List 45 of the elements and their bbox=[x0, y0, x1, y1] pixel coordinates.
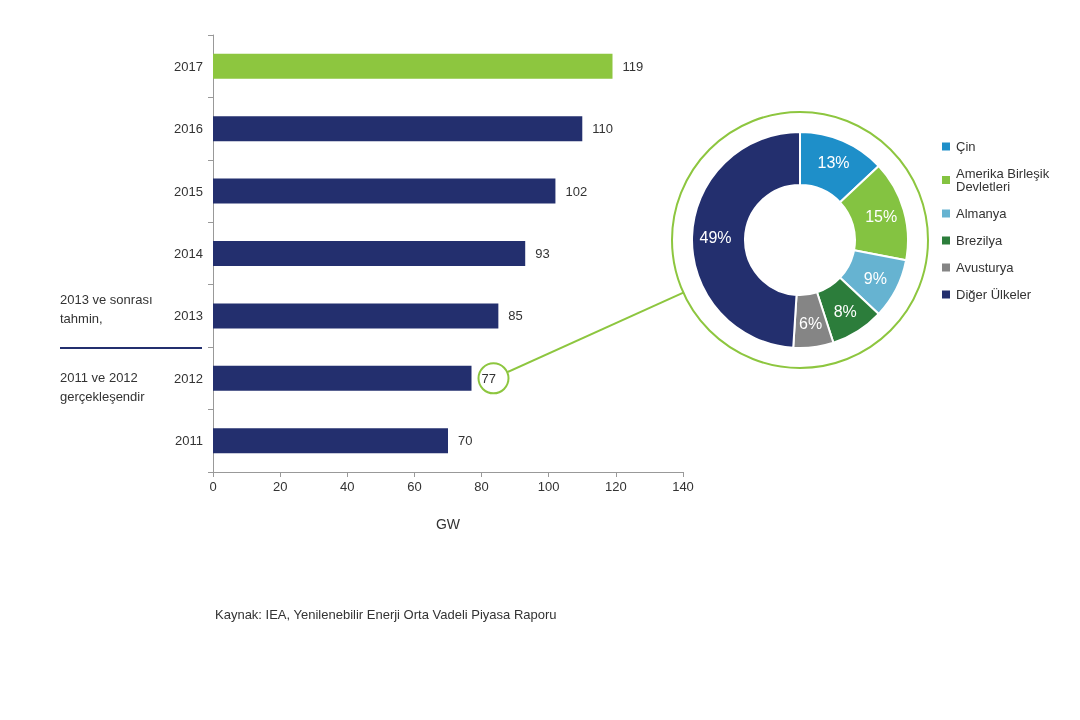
bar bbox=[213, 53, 613, 79]
bar bbox=[213, 428, 448, 454]
legend-label: Diğer Ülkeler bbox=[956, 287, 1032, 302]
data-label: 119 bbox=[622, 58, 644, 74]
data-label: 15% bbox=[865, 207, 898, 225]
x-tick-label: 120 bbox=[605, 479, 627, 494]
bar bbox=[213, 178, 556, 204]
data-label: 49% bbox=[699, 228, 732, 246]
x-tick-label: 100 bbox=[537, 479, 560, 494]
text: Kaynak: IEA, Yenilenebilir Enerji Orta Vadeli Piyasa Raporu bbox=[215, 606, 558, 624]
x-tick-label: 40 bbox=[340, 479, 355, 494]
data-label: 102 bbox=[565, 183, 588, 199]
x-tick-label: 20 bbox=[272, 479, 288, 494]
text: 2011 ve 2012 gerçekleşendir bbox=[60, 370, 145, 404]
x-axis-title: GW bbox=[435, 516, 461, 532]
y-tick-label: 2013 bbox=[174, 308, 203, 324]
legend-label: Brezilya bbox=[956, 233, 1004, 248]
y-tick-label: 2014 bbox=[174, 246, 203, 261]
y-tick-label: 2011 bbox=[175, 433, 203, 449]
x-tick-label: 80 bbox=[474, 479, 489, 494]
x-tick-label: 0 bbox=[209, 479, 217, 494]
x-tick-label: 60 bbox=[407, 479, 422, 494]
y-tick-label: 2012 bbox=[174, 370, 203, 386]
data-label: 93 bbox=[535, 246, 550, 261]
data-label: 70 bbox=[458, 433, 473, 449]
bar bbox=[213, 303, 499, 329]
bar bbox=[213, 116, 583, 142]
data-label: 77 bbox=[481, 370, 496, 386]
data-label: 110 bbox=[592, 121, 614, 137]
legend-label: Avusturya bbox=[956, 260, 1015, 275]
data-label: 6% bbox=[799, 315, 823, 333]
x-tick-label: 140 bbox=[672, 479, 694, 494]
y-tick-label: 2016 bbox=[174, 121, 203, 137]
legend-label: Çin bbox=[956, 139, 976, 154]
bar bbox=[213, 241, 526, 266]
text: 2013 ve sonrası tahmin, bbox=[60, 292, 153, 326]
legend-label: Amerika Birleşik Devletleri bbox=[956, 166, 1053, 194]
y-tick-label: 2017 bbox=[174, 58, 203, 74]
data-label: 85 bbox=[508, 308, 523, 324]
bar bbox=[213, 365, 472, 391]
data-label: 13% bbox=[817, 153, 850, 171]
legend-label: Almanya bbox=[956, 206, 1008, 221]
y-tick-label: 2015 bbox=[174, 183, 203, 199]
data-label: 8% bbox=[833, 302, 857, 320]
data-label: 9% bbox=[863, 269, 887, 287]
